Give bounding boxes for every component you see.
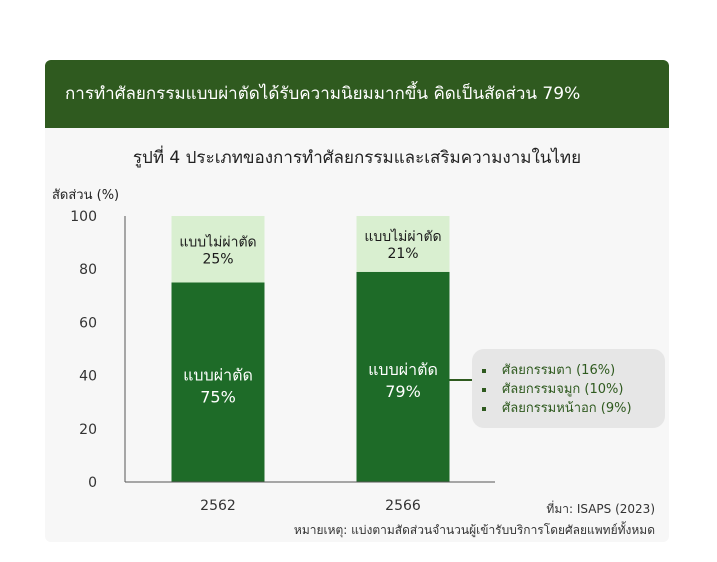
- y-tick-label: 100: [70, 209, 97, 225]
- breakdown-label: ศัลยกรรมตา (16%): [502, 363, 616, 378]
- bullet-icon: [482, 387, 486, 392]
- bar-surgical-2562: [171, 282, 265, 482]
- banner-title: การทำศัลยกรรมแบบผ่าตัดได้รับความนิยมมากข…: [45, 60, 669, 128]
- y-tick-label: 80: [79, 262, 97, 278]
- bar-value-label: 75%: [200, 387, 236, 406]
- x-tick-label: 2562: [200, 498, 236, 514]
- surgical-breakdown-box: ศัลยกรรมตา (16%) ศัลยกรรมจมูก (10%) ศัลยกร…: [472, 349, 665, 428]
- y-tick-label: 40: [79, 369, 97, 385]
- source-text: ที่มา: ISAPS (2023): [546, 502, 655, 516]
- y-axis-label: สัดส่วน (%): [52, 188, 120, 203]
- bar-surgical-2566: [356, 271, 450, 482]
- bullet-icon: [482, 368, 486, 373]
- breakdown-label: ศัลยกรรมหน้าอก (9%): [502, 401, 632, 416]
- bar-value-label: 21%: [387, 246, 418, 262]
- y-tick-label: 60: [79, 315, 97, 331]
- bar-value-label: 25%: [202, 251, 233, 267]
- bar-series-label: แบบไม่ผ่าตัด: [364, 228, 441, 245]
- bar-non-surgical-2566: [356, 216, 450, 272]
- bullet-icon: [482, 406, 486, 411]
- chart-title: รูปที่ 4 ประเภทของการทำศัลยกรรมและเสริมค…: [132, 148, 582, 168]
- bar-non-surgical-2562: [171, 216, 265, 283]
- x-tick-label: 2566: [385, 498, 421, 514]
- bar-series-label: แบบผ่าตัด: [368, 360, 438, 379]
- bar-series-label: แบบไม่ผ่าตัด: [179, 233, 256, 250]
- bar-value-label: 79%: [385, 382, 421, 401]
- chart-card: การทำศัลยกรรมแบบผ่าตัดได้รับความนิยมมากข…: [45, 60, 669, 542]
- y-tick-label: 20: [79, 422, 97, 438]
- breakdown-label: ศัลยกรรมจมูก (10%): [502, 382, 624, 397]
- note-text: หมายเหตุ: แบ่งตามสัดส่วนจำนวนผู้เข้ารับบ…: [293, 523, 655, 537]
- breakdown-item: ศัลยกรรมจมูก (10%): [482, 380, 665, 399]
- breakdown-item: ศัลยกรรมตา (16%): [482, 361, 665, 380]
- bar-series-label: แบบผ่าตัด: [183, 365, 253, 384]
- breakdown-item: ศัลยกรรมหน้าอก (9%): [482, 399, 665, 418]
- y-tick-label: 0: [88, 475, 97, 491]
